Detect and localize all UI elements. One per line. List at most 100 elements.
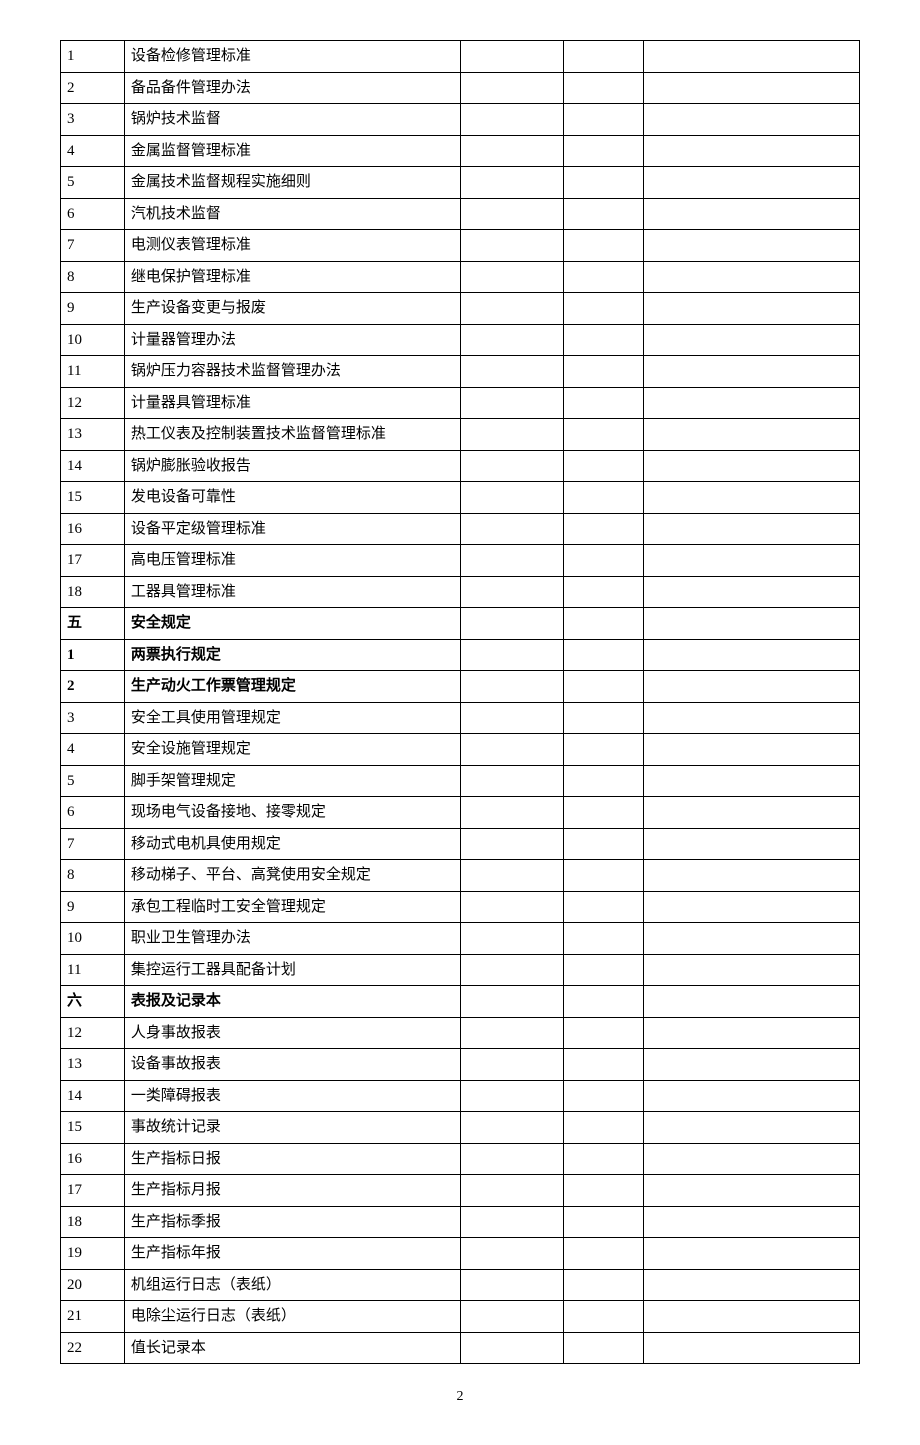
row-empty-cell-5 (644, 639, 860, 671)
table-row: 7电测仪表管理标准 (61, 230, 860, 262)
row-empty-cell-3 (460, 797, 564, 829)
row-empty-cell-4 (564, 41, 644, 73)
row-number-cell: 14 (61, 1080, 125, 1112)
row-empty-cell-5 (644, 261, 860, 293)
row-title-cell: 表报及记录本 (124, 986, 460, 1018)
row-number-cell: 4 (61, 734, 125, 766)
row-number-cell: 18 (61, 576, 125, 608)
row-number-cell: 3 (61, 104, 125, 136)
row-title-cell: 设备检修管理标准 (124, 41, 460, 73)
row-empty-cell-4 (564, 1301, 644, 1333)
row-number-cell: 17 (61, 545, 125, 577)
row-empty-cell-5 (644, 671, 860, 703)
row-empty-cell-4 (564, 1175, 644, 1207)
row-empty-cell-5 (644, 545, 860, 577)
table-row: 1设备检修管理标准 (61, 41, 860, 73)
table-row: 13设备事故报表 (61, 1049, 860, 1081)
row-empty-cell-4 (564, 293, 644, 325)
row-number-cell: 12 (61, 387, 125, 419)
row-empty-cell-4 (564, 986, 644, 1018)
row-title-cell: 移动梯子、平台、高凳使用安全规定 (124, 860, 460, 892)
row-number-cell: 7 (61, 230, 125, 262)
row-empty-cell-5 (644, 608, 860, 640)
row-number-cell: 20 (61, 1269, 125, 1301)
row-empty-cell-5 (644, 797, 860, 829)
row-title-cell: 承包工程临时工安全管理规定 (124, 891, 460, 923)
table-row: 4安全设施管理规定 (61, 734, 860, 766)
row-title-cell: 机组运行日志（表纸） (124, 1269, 460, 1301)
row-empty-cell-5 (644, 986, 860, 1018)
row-empty-cell-3 (460, 324, 564, 356)
row-empty-cell-4 (564, 450, 644, 482)
row-number-cell: 13 (61, 1049, 125, 1081)
row-number-cell: 13 (61, 419, 125, 451)
table-row: 6现场电气设备接地、接零规定 (61, 797, 860, 829)
row-empty-cell-5 (644, 41, 860, 73)
row-number-cell: 9 (61, 891, 125, 923)
row-empty-cell-5 (644, 356, 860, 388)
row-title-cell: 移动式电机具使用规定 (124, 828, 460, 860)
table-row: 3锅炉技术监督 (61, 104, 860, 136)
row-number-cell: 10 (61, 923, 125, 955)
row-empty-cell-5 (644, 1175, 860, 1207)
row-title-cell: 生产动火工作票管理规定 (124, 671, 460, 703)
row-empty-cell-3 (460, 576, 564, 608)
row-empty-cell-3 (460, 860, 564, 892)
row-title-cell: 安全规定 (124, 608, 460, 640)
row-empty-cell-3 (460, 1143, 564, 1175)
row-number-cell: 14 (61, 450, 125, 482)
row-empty-cell-3 (460, 1175, 564, 1207)
row-number-cell: 10 (61, 324, 125, 356)
row-title-cell: 安全工具使用管理规定 (124, 702, 460, 734)
row-empty-cell-4 (564, 734, 644, 766)
row-title-cell: 事故统计记录 (124, 1112, 460, 1144)
table-row: 15事故统计记录 (61, 1112, 860, 1144)
row-empty-cell-3 (460, 261, 564, 293)
row-empty-cell-4 (564, 324, 644, 356)
row-number-cell: 12 (61, 1017, 125, 1049)
row-empty-cell-4 (564, 230, 644, 262)
row-title-cell: 生产指标日报 (124, 1143, 460, 1175)
table-row: 9承包工程临时工安全管理规定 (61, 891, 860, 923)
table-row: 22值长记录本 (61, 1332, 860, 1364)
row-empty-cell-5 (644, 230, 860, 262)
row-empty-cell-4 (564, 576, 644, 608)
row-empty-cell-5 (644, 167, 860, 199)
row-empty-cell-3 (460, 104, 564, 136)
row-empty-cell-5 (644, 891, 860, 923)
row-title-cell: 热工仪表及控制装置技术监督管理标准 (124, 419, 460, 451)
row-empty-cell-5 (644, 72, 860, 104)
row-empty-cell-3 (460, 1017, 564, 1049)
row-empty-cell-3 (460, 1269, 564, 1301)
table-row: 8继电保护管理标准 (61, 261, 860, 293)
row-empty-cell-3 (460, 765, 564, 797)
row-number-cell: 4 (61, 135, 125, 167)
row-empty-cell-4 (564, 608, 644, 640)
row-title-cell: 锅炉压力容器技术监督管理办法 (124, 356, 460, 388)
row-empty-cell-3 (460, 293, 564, 325)
table-row: 六表报及记录本 (61, 986, 860, 1018)
row-empty-cell-5 (644, 450, 860, 482)
row-empty-cell-4 (564, 828, 644, 860)
row-empty-cell-3 (460, 450, 564, 482)
row-empty-cell-5 (644, 828, 860, 860)
table-row: 11锅炉压力容器技术监督管理办法 (61, 356, 860, 388)
row-number-cell: 16 (61, 513, 125, 545)
row-empty-cell-4 (564, 639, 644, 671)
row-empty-cell-4 (564, 1332, 644, 1364)
row-empty-cell-3 (460, 671, 564, 703)
row-title-cell: 集控运行工器具配备计划 (124, 954, 460, 986)
row-title-cell: 金属技术监督规程实施细则 (124, 167, 460, 199)
row-empty-cell-4 (564, 891, 644, 923)
document-table: 1设备检修管理标准2备品备件管理办法3锅炉技术监督4金属监督管理标准5金属技术监… (60, 40, 860, 1364)
row-empty-cell-4 (564, 545, 644, 577)
table-row: 2备品备件管理办法 (61, 72, 860, 104)
row-number-cell: 9 (61, 293, 125, 325)
row-number-cell: 1 (61, 639, 125, 671)
row-empty-cell-3 (460, 356, 564, 388)
row-title-cell: 值长记录本 (124, 1332, 460, 1364)
row-empty-cell-4 (564, 923, 644, 955)
row-empty-cell-3 (460, 72, 564, 104)
row-number-cell: 5 (61, 167, 125, 199)
row-empty-cell-3 (460, 230, 564, 262)
